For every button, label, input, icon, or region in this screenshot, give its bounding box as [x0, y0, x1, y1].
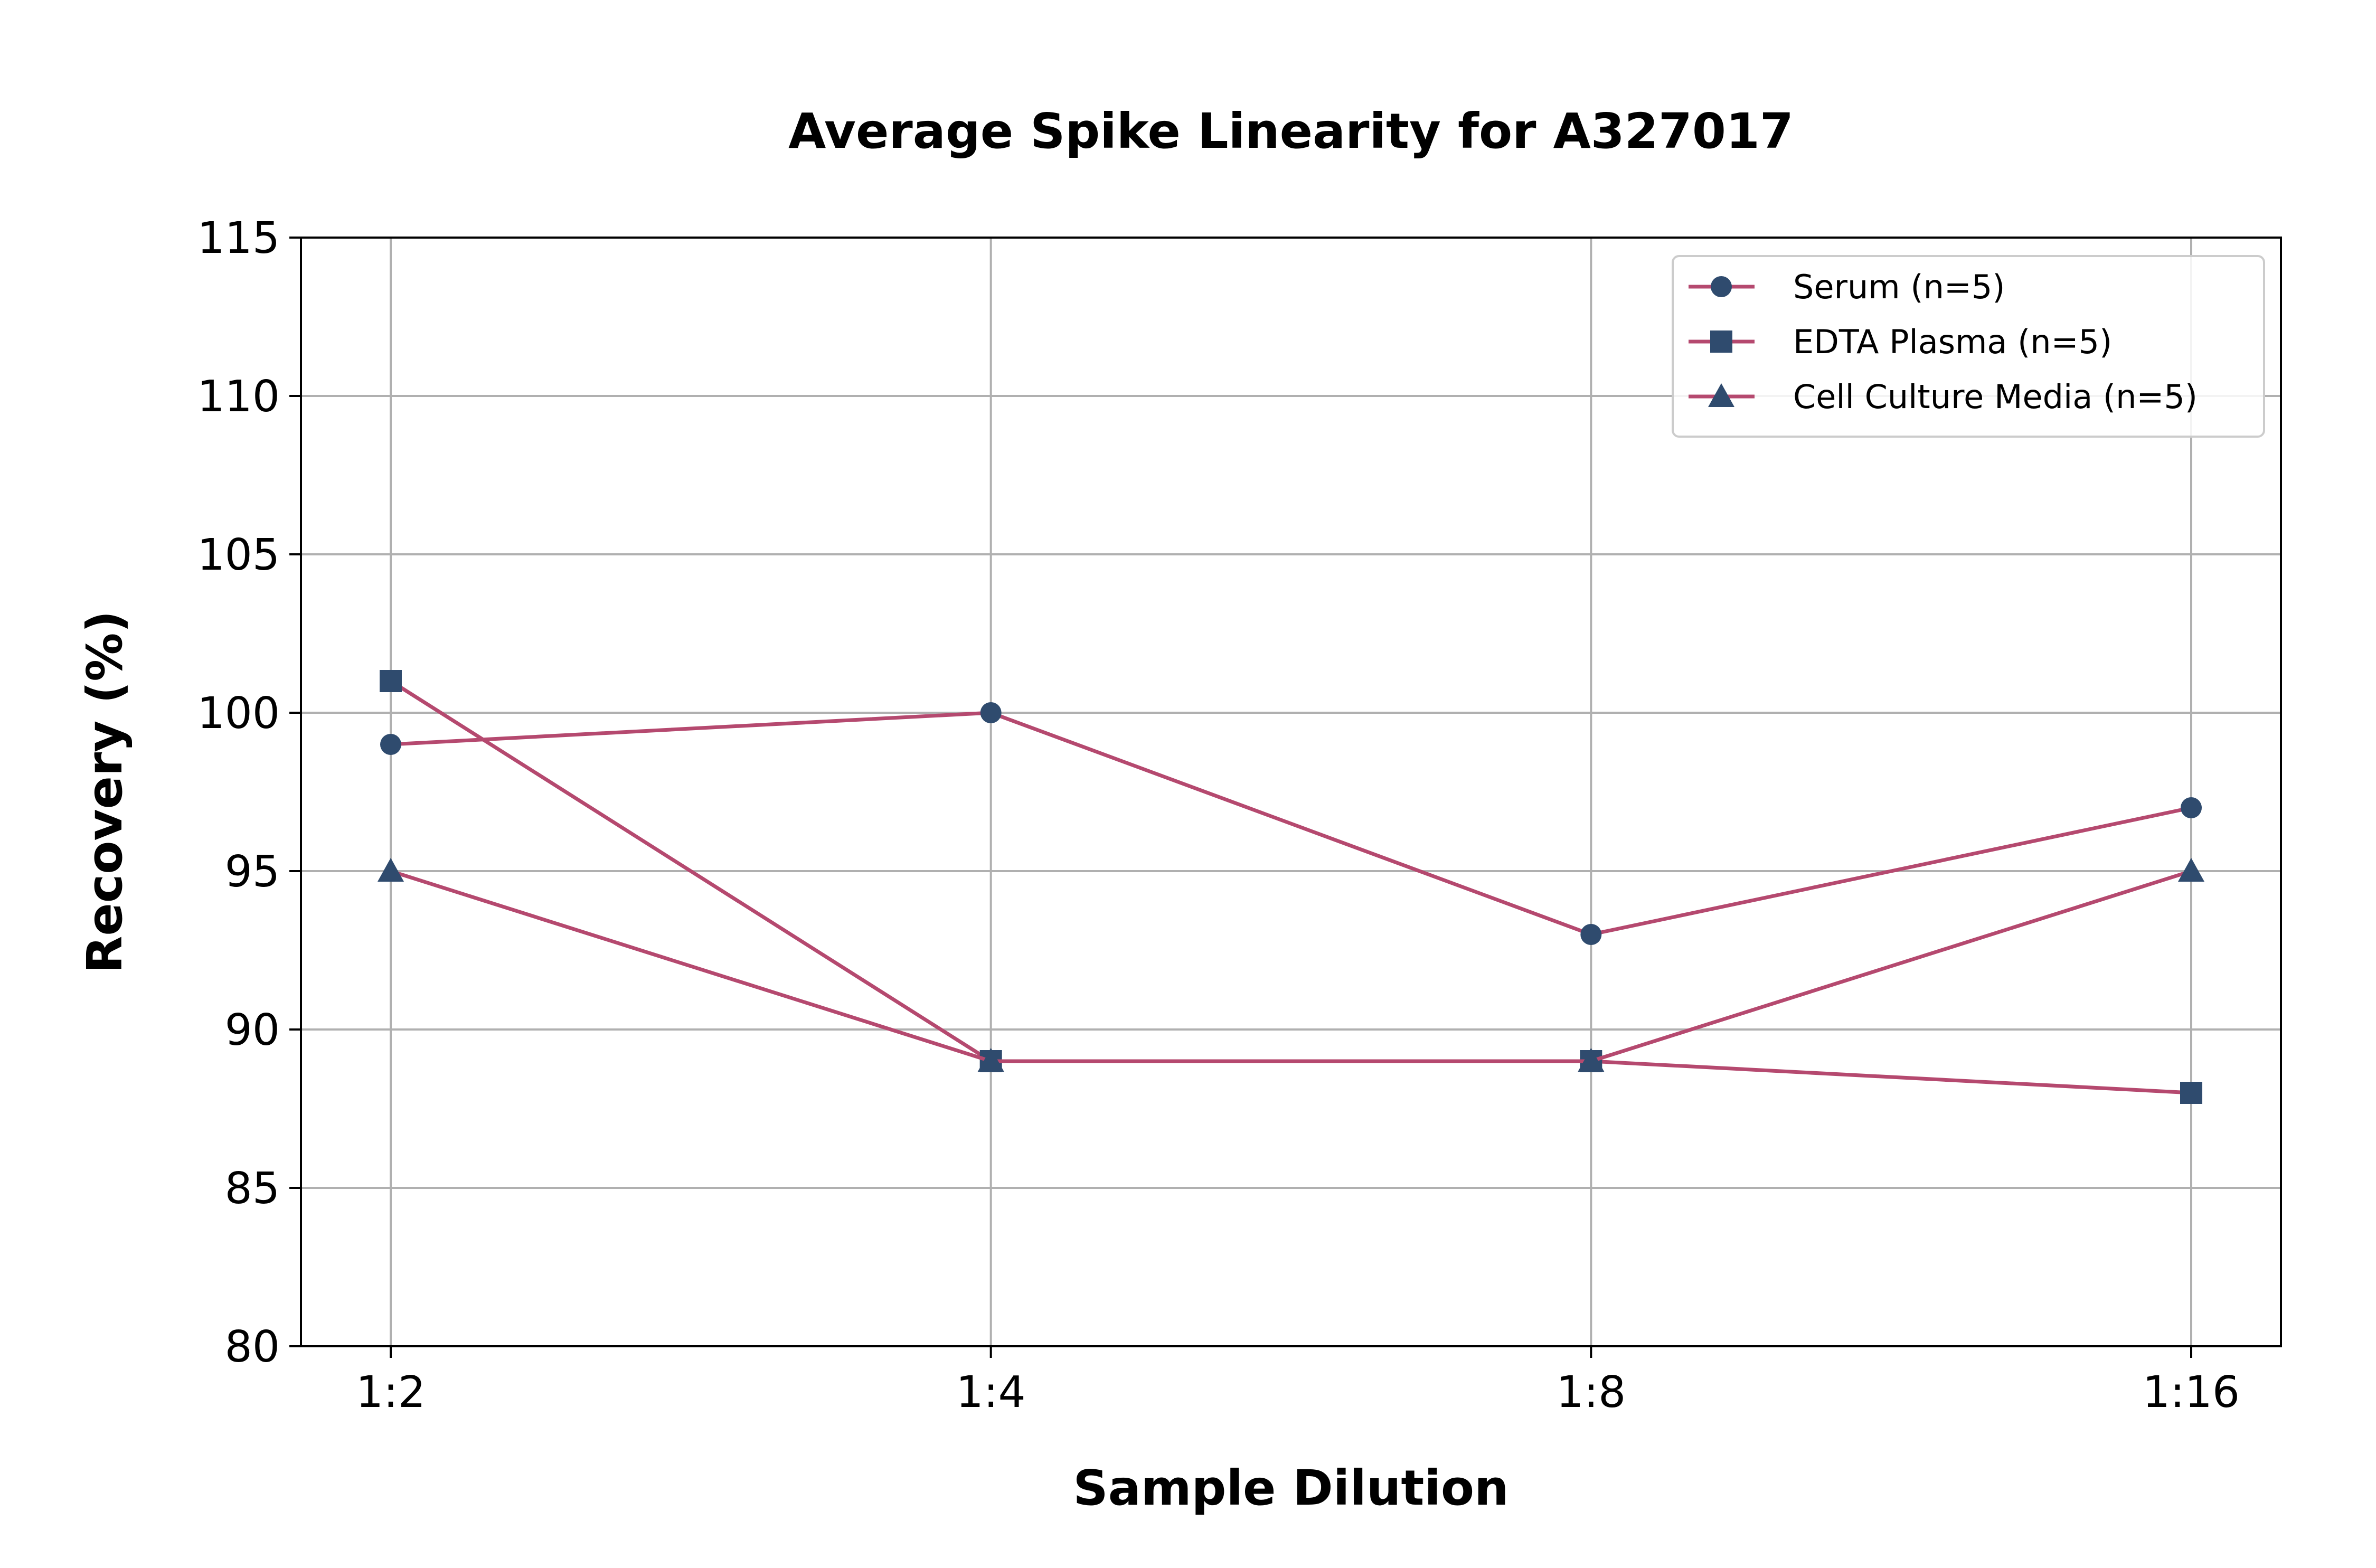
data-point — [1578, 1048, 1605, 1072]
y-tick-label: 115 — [197, 213, 280, 263]
x-tick-label: 1:16 — [2143, 1367, 2240, 1418]
data-point — [2181, 797, 2202, 818]
y-tick-label: 105 — [197, 530, 280, 580]
x-tick-label: 1:8 — [1556, 1367, 1626, 1418]
series-serum-n-5 — [380, 702, 2202, 945]
series-cell-culture-media-n-5 — [378, 858, 2204, 1072]
legend-label: EDTA Plasma (n=5) — [1793, 323, 2112, 361]
legend-marker — [1708, 383, 1734, 407]
y-tick-label: 100 — [197, 688, 280, 739]
y-tick-label: 90 — [225, 1005, 280, 1055]
legend-box — [1672, 255, 2265, 438]
data-point — [1580, 924, 1602, 945]
y-tick-label: 110 — [197, 372, 280, 422]
series-line — [390, 711, 2192, 937]
x-tick-label: 1:4 — [956, 1367, 1026, 1418]
data-point — [2180, 1082, 2202, 1104]
y-tick-label: 85 — [225, 1164, 280, 1214]
legend-item: Serum (n=5) — [1689, 268, 2005, 306]
data-point — [380, 734, 401, 755]
legend-label: Serum (n=5) — [1793, 268, 2005, 306]
series-line — [390, 679, 2192, 1095]
series-line — [390, 869, 2192, 1063]
series-edta-plasma-n-5 — [380, 670, 2202, 1104]
legend-marker — [1711, 276, 1732, 297]
y-tick-label: 80 — [225, 1322, 280, 1372]
legend-item: Cell Culture Media (n=5) — [1689, 377, 2198, 416]
data-point — [980, 702, 1002, 723]
series-group — [378, 670, 2204, 1104]
legend-marker — [1710, 330, 1732, 353]
axis-ticks: 80 85 90 95 100 105 110 115 1:2 1:4 1:8 1:16 — [197, 213, 2240, 1418]
legend-label: Cell Culture Media (n=5) — [1793, 377, 2198, 416]
data-point — [380, 670, 402, 692]
data-point — [2178, 858, 2204, 882]
chart-title: Average Spike Linearity for A327017 — [788, 103, 1794, 159]
x-tick-label: 1:2 — [356, 1367, 426, 1418]
data-point — [977, 1048, 1004, 1072]
plot-frame — [300, 237, 2282, 1347]
x-axis-label: Sample Dilution — [1073, 1460, 1508, 1516]
legend: Serum (n=5) EDTA Plasma (n=5) Cell Culture… — [1672, 255, 2265, 438]
data-point — [378, 858, 404, 882]
y-tick-label: 95 — [225, 847, 280, 897]
legend-item: EDTA Plasma (n=5) — [1689, 323, 2112, 361]
y-axis-label: Recovery (%) — [77, 611, 133, 974]
